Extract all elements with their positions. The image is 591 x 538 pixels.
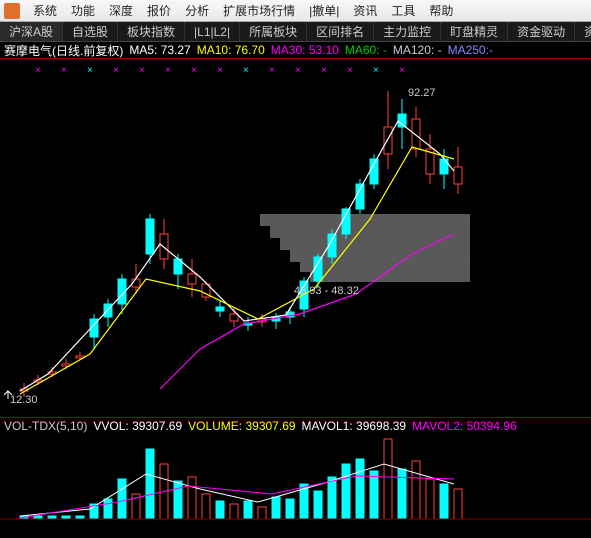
tab-item[interactable]: 盯盘精灵 — [441, 22, 508, 41]
ma10-value: 76.70 — [235, 43, 265, 57]
menu-bar: 系统功能深度报价分析扩展市场行情|撤单|资讯工具帮助 — [0, 0, 591, 22]
price-chart[interactable]: × × × × × × × × × × × × × × × 92.27 43.93 - 48.32 12.3… — [0, 58, 591, 418]
mavol1-label: MAVOL1: — [302, 419, 353, 433]
svg-text:×: × — [165, 65, 171, 76]
ma60-label: MA60: — [345, 43, 380, 57]
svg-text:×: × — [295, 65, 301, 76]
menu-item[interactable]: 系统 — [26, 0, 64, 22]
tab-item[interactable]: 自选股 — [63, 22, 118, 41]
svg-text:×: × — [347, 65, 353, 76]
price-high-label: 92.27 — [408, 87, 436, 99]
ma250-label: MA250: — [448, 43, 489, 57]
price-indicator-line: 赛摩电气(日线.前复权) MA5: 73.27 MA10: 76.70 MA30… — [0, 42, 591, 58]
svg-text:×: × — [399, 65, 405, 76]
volume-value: 39307.69 — [245, 419, 295, 433]
svg-text:×: × — [243, 65, 249, 76]
ma5-label: MA5: — [129, 43, 157, 57]
svg-text:×: × — [35, 65, 41, 76]
tab-item[interactable]: 资金驱动 — [508, 22, 575, 41]
ma30-label: MA30: — [271, 43, 306, 57]
ma120-value: - — [438, 43, 442, 57]
svg-text:×: × — [61, 65, 67, 76]
svg-text:×: × — [139, 65, 145, 76]
svg-text:×: × — [113, 65, 119, 76]
menu-item[interactable]: 报价 — [140, 0, 178, 22]
volume-chart[interactable] — [0, 434, 591, 537]
tab-item[interactable]: 沪深A股 — [0, 22, 63, 41]
tab-item[interactable]: 区间排名 — [307, 22, 374, 41]
ma5-value: 73.27 — [161, 43, 191, 57]
stock-name: 赛摩电气(日线.前复权) — [4, 42, 123, 59]
menu-item[interactable]: 帮助 — [422, 0, 460, 22]
svg-text:×: × — [87, 65, 93, 76]
tab-item[interactable]: 所属板块 — [240, 22, 307, 41]
vvol-label: VVOL: — [93, 419, 128, 433]
ma120-label: MA120: — [393, 43, 434, 57]
vvol-value: 39307.69 — [132, 419, 182, 433]
menu-item[interactable]: 分析 — [178, 0, 216, 22]
svg-text:×: × — [191, 65, 197, 76]
menu-item[interactable]: 功能 — [64, 0, 102, 22]
tab-item[interactable]: |L1|L2| — [185, 22, 240, 41]
mavol2-label: MAVOL2: — [412, 419, 463, 433]
menu-item[interactable]: 资讯 — [346, 0, 384, 22]
ma30-value: 53.10 — [309, 43, 339, 57]
tab-item[interactable]: 板块指数 — [118, 22, 185, 41]
volume-label: VOLUME: — [188, 419, 242, 433]
menu-item[interactable]: 工具 — [384, 0, 422, 22]
app-logo-icon — [4, 3, 20, 19]
menu-item[interactable]: 深度 — [102, 0, 140, 22]
svg-text:×: × — [373, 65, 379, 76]
svg-text:×: × — [269, 65, 275, 76]
volume-indicator-line: VOL-TDX(5,10) VVOL: 39307.69 VOLUME: 393… — [0, 418, 591, 434]
mavol2-value: 50394.96 — [467, 419, 517, 433]
ma250-value: - — [489, 43, 493, 57]
tab-bar: 沪深A股自选股板块指数|L1|L2|所属板块区间排名主力监控盯盘精灵资金驱动资金 — [0, 22, 591, 42]
mavol1-value: 39698.39 — [356, 419, 406, 433]
price-mid-label: 43.93 - 48.32 — [294, 285, 359, 297]
vol-title: VOL-TDX(5,10) — [4, 419, 87, 433]
ma60-value: - — [383, 43, 387, 57]
menu-item[interactable]: 扩展市场行情 — [216, 0, 302, 22]
menu-item[interactable]: |撤单| — [302, 0, 346, 22]
svg-text:×: × — [321, 65, 327, 76]
tab-item[interactable]: 资金 — [575, 22, 591, 41]
price-low-label: 12.30 — [10, 394, 38, 406]
ma10-label: MA10: — [197, 43, 232, 57]
svg-text:×: × — [217, 65, 223, 76]
tab-item[interactable]: 主力监控 — [374, 22, 441, 41]
